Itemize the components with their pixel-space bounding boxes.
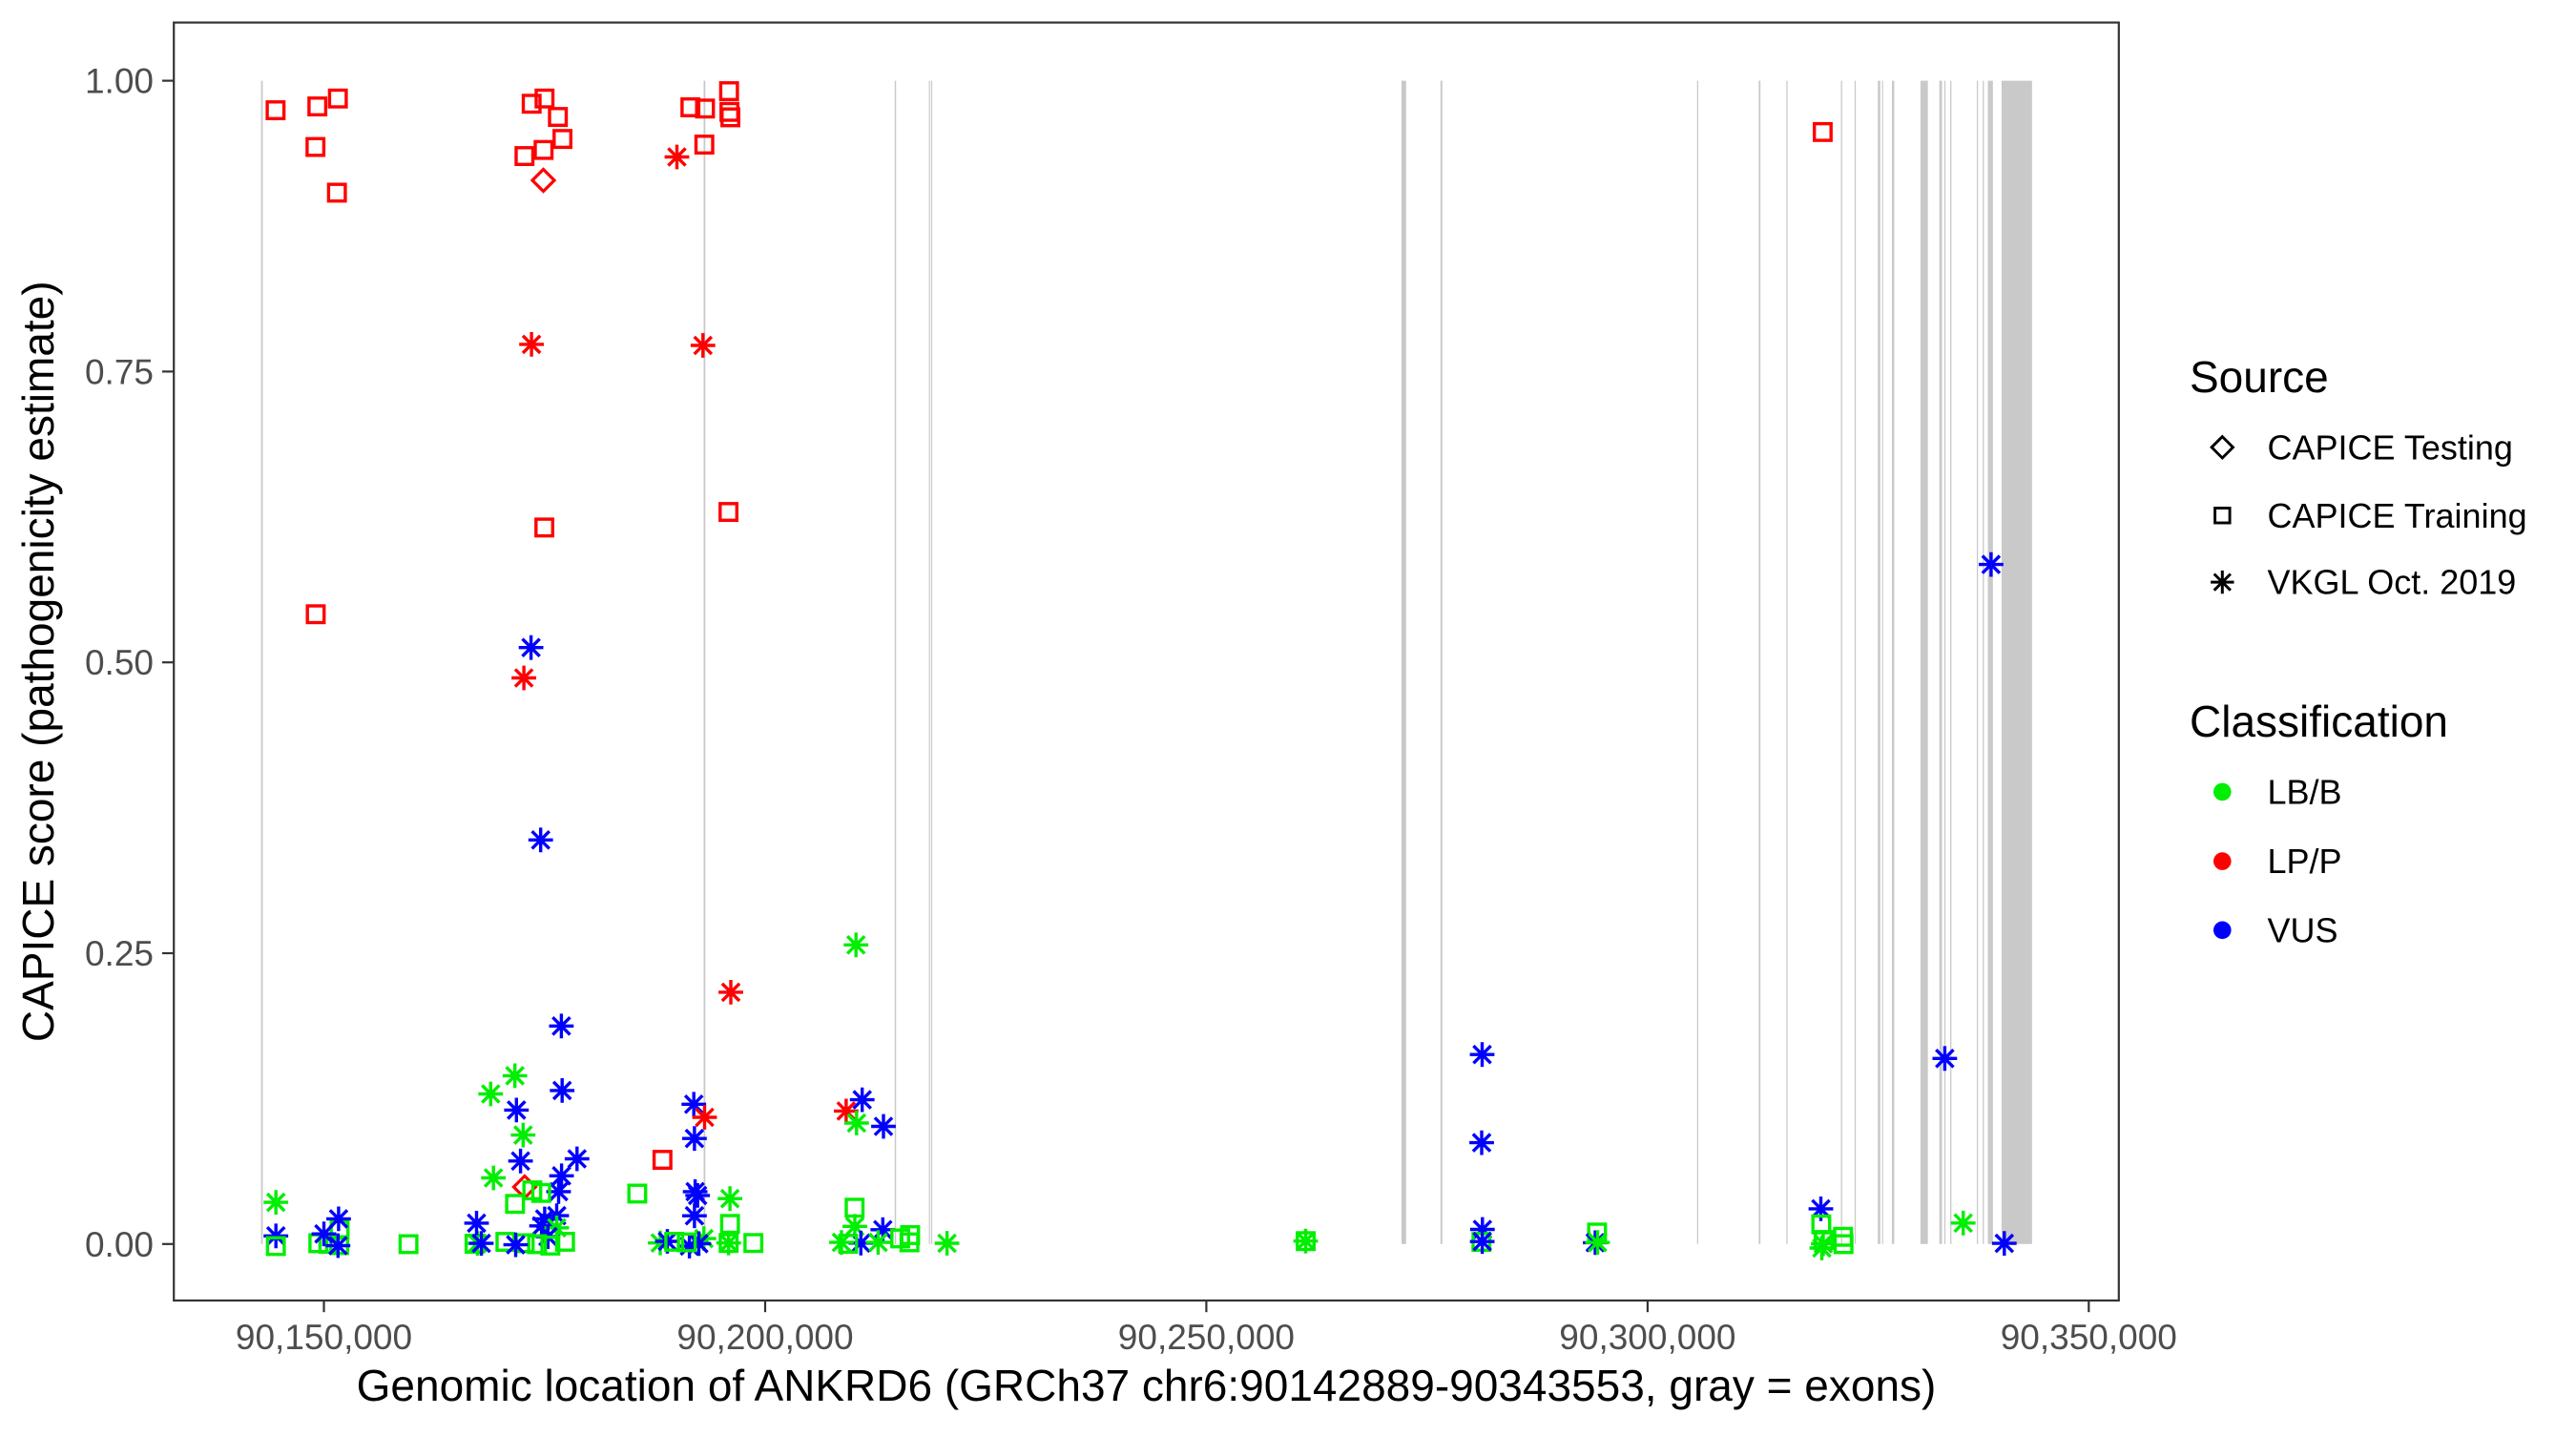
svg-text:Genomic location of ANKRD6 (GR: Genomic location of ANKRD6 (GRCh37 chr6:…	[357, 1361, 1937, 1410]
svg-text:CAPICE Testing: CAPICE Testing	[2268, 427, 2513, 467]
svg-text:CAPICE Training: CAPICE Training	[2268, 496, 2527, 535]
svg-text:0.50: 0.50	[85, 643, 154, 682]
svg-text:90,200,000: 90,200,000	[676, 1318, 853, 1357]
svg-text:90,150,000: 90,150,000	[236, 1318, 412, 1357]
svg-text:VUS: VUS	[2268, 910, 2338, 949]
svg-text:LB/B: LB/B	[2268, 772, 2342, 811]
svg-text:90,300,000: 90,300,000	[1559, 1318, 1735, 1357]
svg-text:0.00: 0.00	[85, 1225, 154, 1264]
svg-text:Source: Source	[2190, 352, 2329, 402]
svg-text:1.00: 1.00	[85, 62, 154, 101]
svg-text:Classification: Classification	[2190, 697, 2448, 746]
svg-text:0.25: 0.25	[85, 934, 154, 973]
svg-text:90,350,000: 90,350,000	[2001, 1318, 2177, 1357]
svg-text:LP/P: LP/P	[2268, 842, 2342, 881]
svg-text:VKGL Oct. 2019: VKGL Oct. 2019	[2268, 563, 2517, 602]
svg-text:0.75: 0.75	[85, 352, 154, 391]
svg-text:CAPICE score (pathogenicity es: CAPICE score (pathogenicity estimate)	[13, 281, 63, 1042]
svg-text:90,250,000: 90,250,000	[1118, 1318, 1295, 1357]
